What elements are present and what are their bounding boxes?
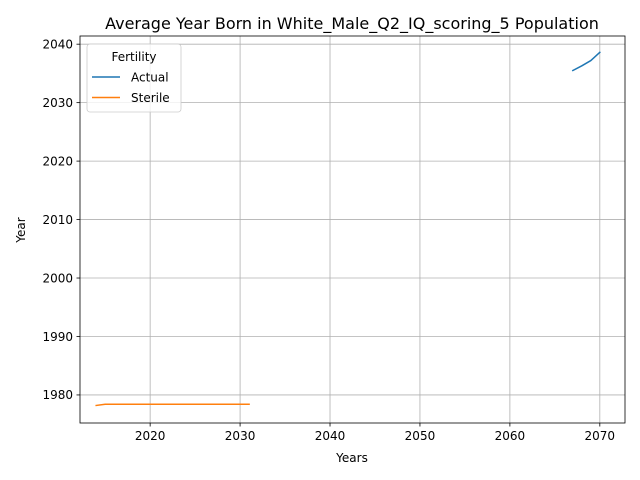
legend-label: Sterile	[131, 91, 170, 105]
legend-box	[86, 43, 182, 113]
legend-label: Actual	[131, 70, 169, 84]
y-tick-label: 2040	[42, 37, 73, 51]
x-tick-label: 2030	[225, 429, 256, 443]
legend: Fertility Actual Sterile	[86, 43, 182, 113]
x-tick-label: 2060	[495, 429, 526, 443]
legend-title: Fertility	[111, 50, 156, 64]
series-line-sterile	[95, 403, 250, 407]
x-axis-label: Years	[335, 451, 368, 465]
chart-title: Average Year Born in White_Male_Q2_IQ_sc…	[105, 14, 599, 34]
y-tick-label: 1990	[42, 330, 73, 344]
y-axis-label: Year	[14, 217, 28, 243]
series-line-actual	[571, 51, 601, 72]
axis-ticks: 2020 2030 2040 2050 2060 2070 1980 1990 2000 2010…	[42, 37, 615, 443]
y-tick-label: 1980	[42, 388, 73, 402]
y-tick-label: 2020	[42, 154, 73, 168]
y-tick-label: 2000	[42, 271, 73, 285]
series-layer	[95, 51, 601, 407]
legend-entry-sterile: Sterile	[92, 91, 170, 105]
x-tick-label: 2050	[405, 429, 436, 443]
legend-entry-actual: Actual	[92, 70, 169, 84]
legend-entries: Actual Sterile	[92, 70, 170, 105]
x-tick-label: 2040	[315, 429, 346, 443]
x-tick-label: 2020	[135, 429, 166, 443]
y-tick-label: 2030	[42, 96, 73, 110]
x-tick-label: 2070	[585, 429, 616, 443]
y-tick-label: 2010	[42, 213, 73, 227]
plot-frame	[79, 35, 626, 424]
